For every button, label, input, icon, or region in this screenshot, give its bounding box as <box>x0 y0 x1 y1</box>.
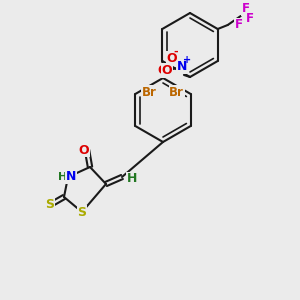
Text: H: H <box>127 172 137 185</box>
Text: -: - <box>174 47 178 57</box>
Text: O: O <box>162 64 172 77</box>
Text: +: + <box>183 55 191 65</box>
Text: N: N <box>66 170 76 184</box>
Text: O: O <box>158 64 168 76</box>
Text: O: O <box>167 52 177 64</box>
Text: O: O <box>79 143 89 157</box>
Text: Br: Br <box>142 85 157 98</box>
Text: F: F <box>242 2 250 16</box>
Text: Br: Br <box>169 85 184 98</box>
Text: N: N <box>177 61 187 74</box>
Text: S: S <box>46 199 55 212</box>
Text: F: F <box>246 13 254 26</box>
Text: H: H <box>58 172 68 182</box>
Text: S: S <box>77 206 86 218</box>
Text: F: F <box>235 19 243 32</box>
